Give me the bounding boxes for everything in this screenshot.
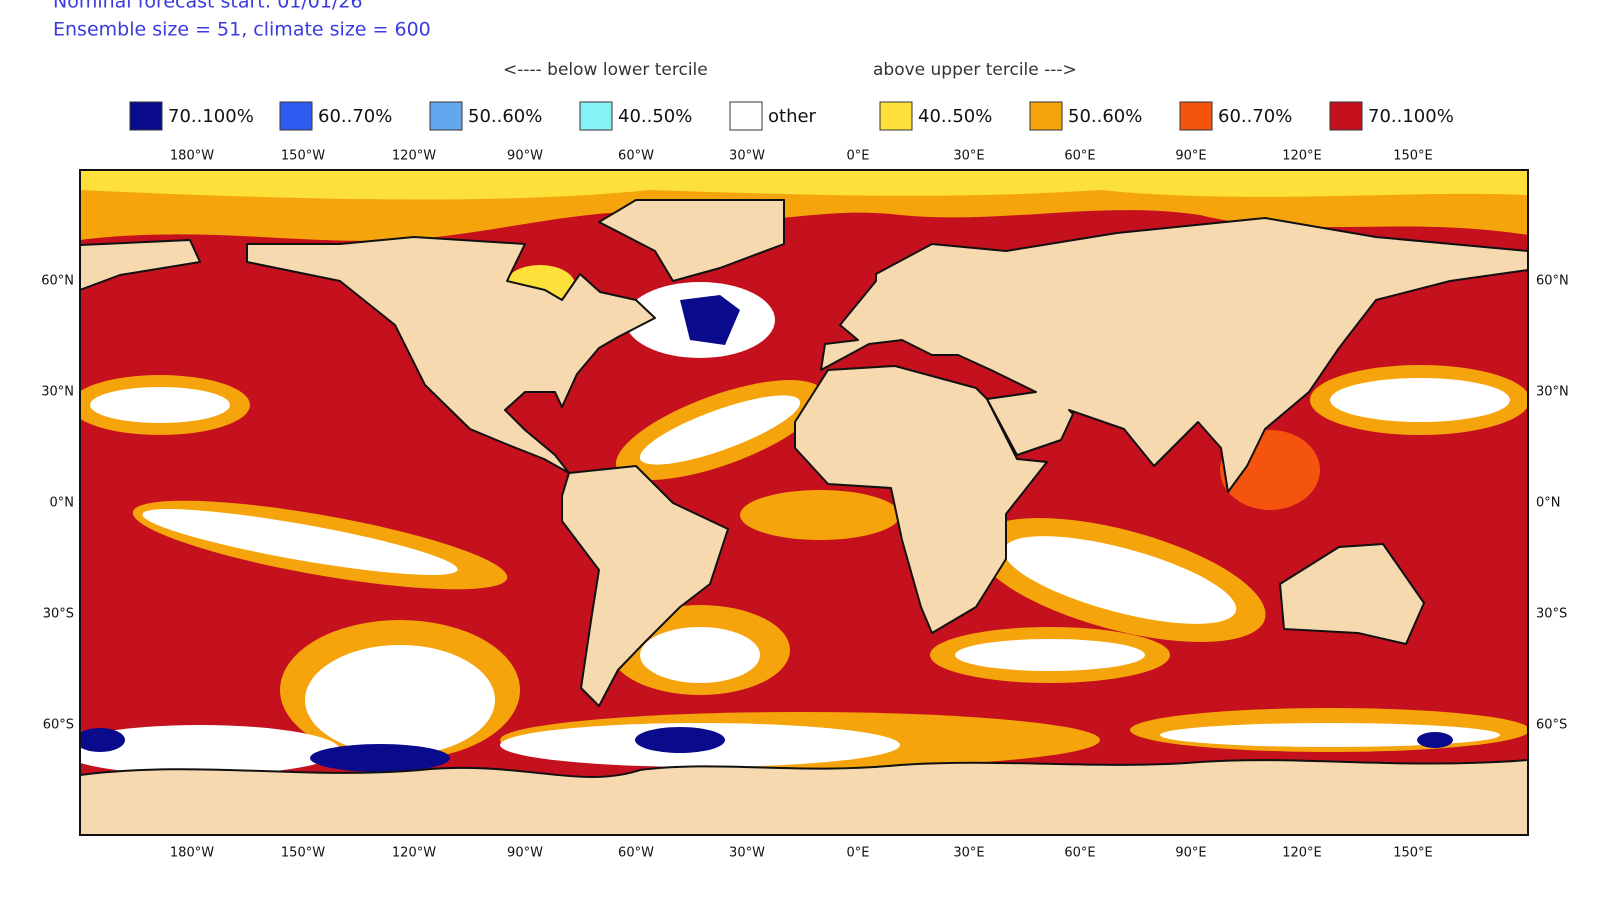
lon-label-top: 30°W	[729, 149, 765, 164]
below-tercile-label: <---- below lower tercile	[503, 60, 708, 80]
lat-label-left: 30°S	[43, 607, 74, 622]
lon-label-top: 30°E	[953, 149, 984, 164]
lon-label-bottom: 30°E	[953, 846, 984, 861]
legend-swatch	[729, 101, 763, 131]
lon-label-top: 90°W	[507, 149, 543, 164]
legend-label: 40..50%	[918, 106, 992, 127]
ocean-anomalies	[80, 265, 1528, 775]
arctic-anomaly	[80, 170, 1528, 200]
legend-swatch	[1329, 101, 1363, 131]
lon-label-top: 90°E	[1175, 149, 1206, 164]
legend-swatch	[879, 101, 913, 131]
lon-label-top: 0°E	[847, 149, 870, 164]
lat-label-left: 60°N	[41, 274, 74, 289]
ensemble-info: Ensemble size = 51, climate size = 600	[53, 19, 431, 41]
lat-label-left: 30°N	[41, 385, 74, 400]
lon-label-bottom: 120°W	[392, 846, 436, 861]
lon-label-bottom: 60°W	[618, 846, 654, 861]
lon-label-top: 150°W	[281, 149, 325, 164]
forecast-start: Nominal forecast start: 01/01/26	[53, 0, 363, 13]
lat-label-left: 0°N	[50, 496, 75, 511]
lon-label-top: 120°E	[1282, 149, 1322, 164]
lon-label-bottom: 60°E	[1064, 846, 1095, 861]
legend-label: 60..70%	[318, 106, 392, 127]
lon-label-bottom: 0°E	[847, 846, 870, 861]
legend-label: 40..50%	[618, 106, 692, 127]
lon-label-bottom: 180°W	[170, 846, 214, 861]
lon-label-bottom: 150°E	[1393, 846, 1433, 861]
legend-label: other	[768, 106, 817, 127]
land	[80, 199, 1528, 835]
lon-label-top: 180°W	[170, 149, 214, 164]
axis-labels: 180°W 180°W 150°W 150°W 120°W 120°W 90°W 90°W 60…	[41, 149, 1569, 861]
lon-label-top: 150°E	[1393, 149, 1433, 164]
lat-label-right: 30°S	[1536, 607, 1567, 622]
lon-label-bottom: 90°W	[507, 846, 543, 861]
legend: 70..100% 60..70% 50..60% 40..50% other 40..50…	[129, 101, 1454, 131]
legend-label: 50..60%	[1068, 106, 1142, 127]
map	[80, 170, 1528, 835]
lat-label-right: 30°N	[1536, 385, 1569, 400]
lon-label-bottom: 150°W	[281, 846, 325, 861]
legend-label: 70..100%	[1368, 106, 1454, 127]
legend-swatch	[129, 101, 163, 131]
lon-label-top: 60°W	[618, 149, 654, 164]
lon-label-top: 60°E	[1064, 149, 1095, 164]
map-frame	[79, 169, 1529, 836]
above-tercile-label: above upper tercile --->	[873, 60, 1077, 80]
legend-swatch	[429, 101, 463, 131]
legend-swatch	[1029, 101, 1063, 131]
lat-label-right: 60°S	[1536, 718, 1567, 733]
lat-label-right: 0°N	[1536, 496, 1561, 511]
lat-label-left: 60°S	[43, 718, 74, 733]
legend-swatch	[279, 101, 313, 131]
legend-swatch	[579, 101, 613, 131]
lon-label-bottom: 30°W	[729, 846, 765, 861]
lon-label-bottom: 120°E	[1282, 846, 1322, 861]
legend-label: 50..60%	[468, 106, 542, 127]
legend-swatch	[1179, 101, 1213, 131]
lat-label-right: 60°N	[1536, 274, 1569, 289]
legend-label: 70..100%	[168, 106, 254, 127]
legend-label: 60..70%	[1218, 106, 1292, 127]
lon-label-bottom: 90°E	[1175, 846, 1206, 861]
lon-label-top: 120°W	[392, 149, 436, 164]
